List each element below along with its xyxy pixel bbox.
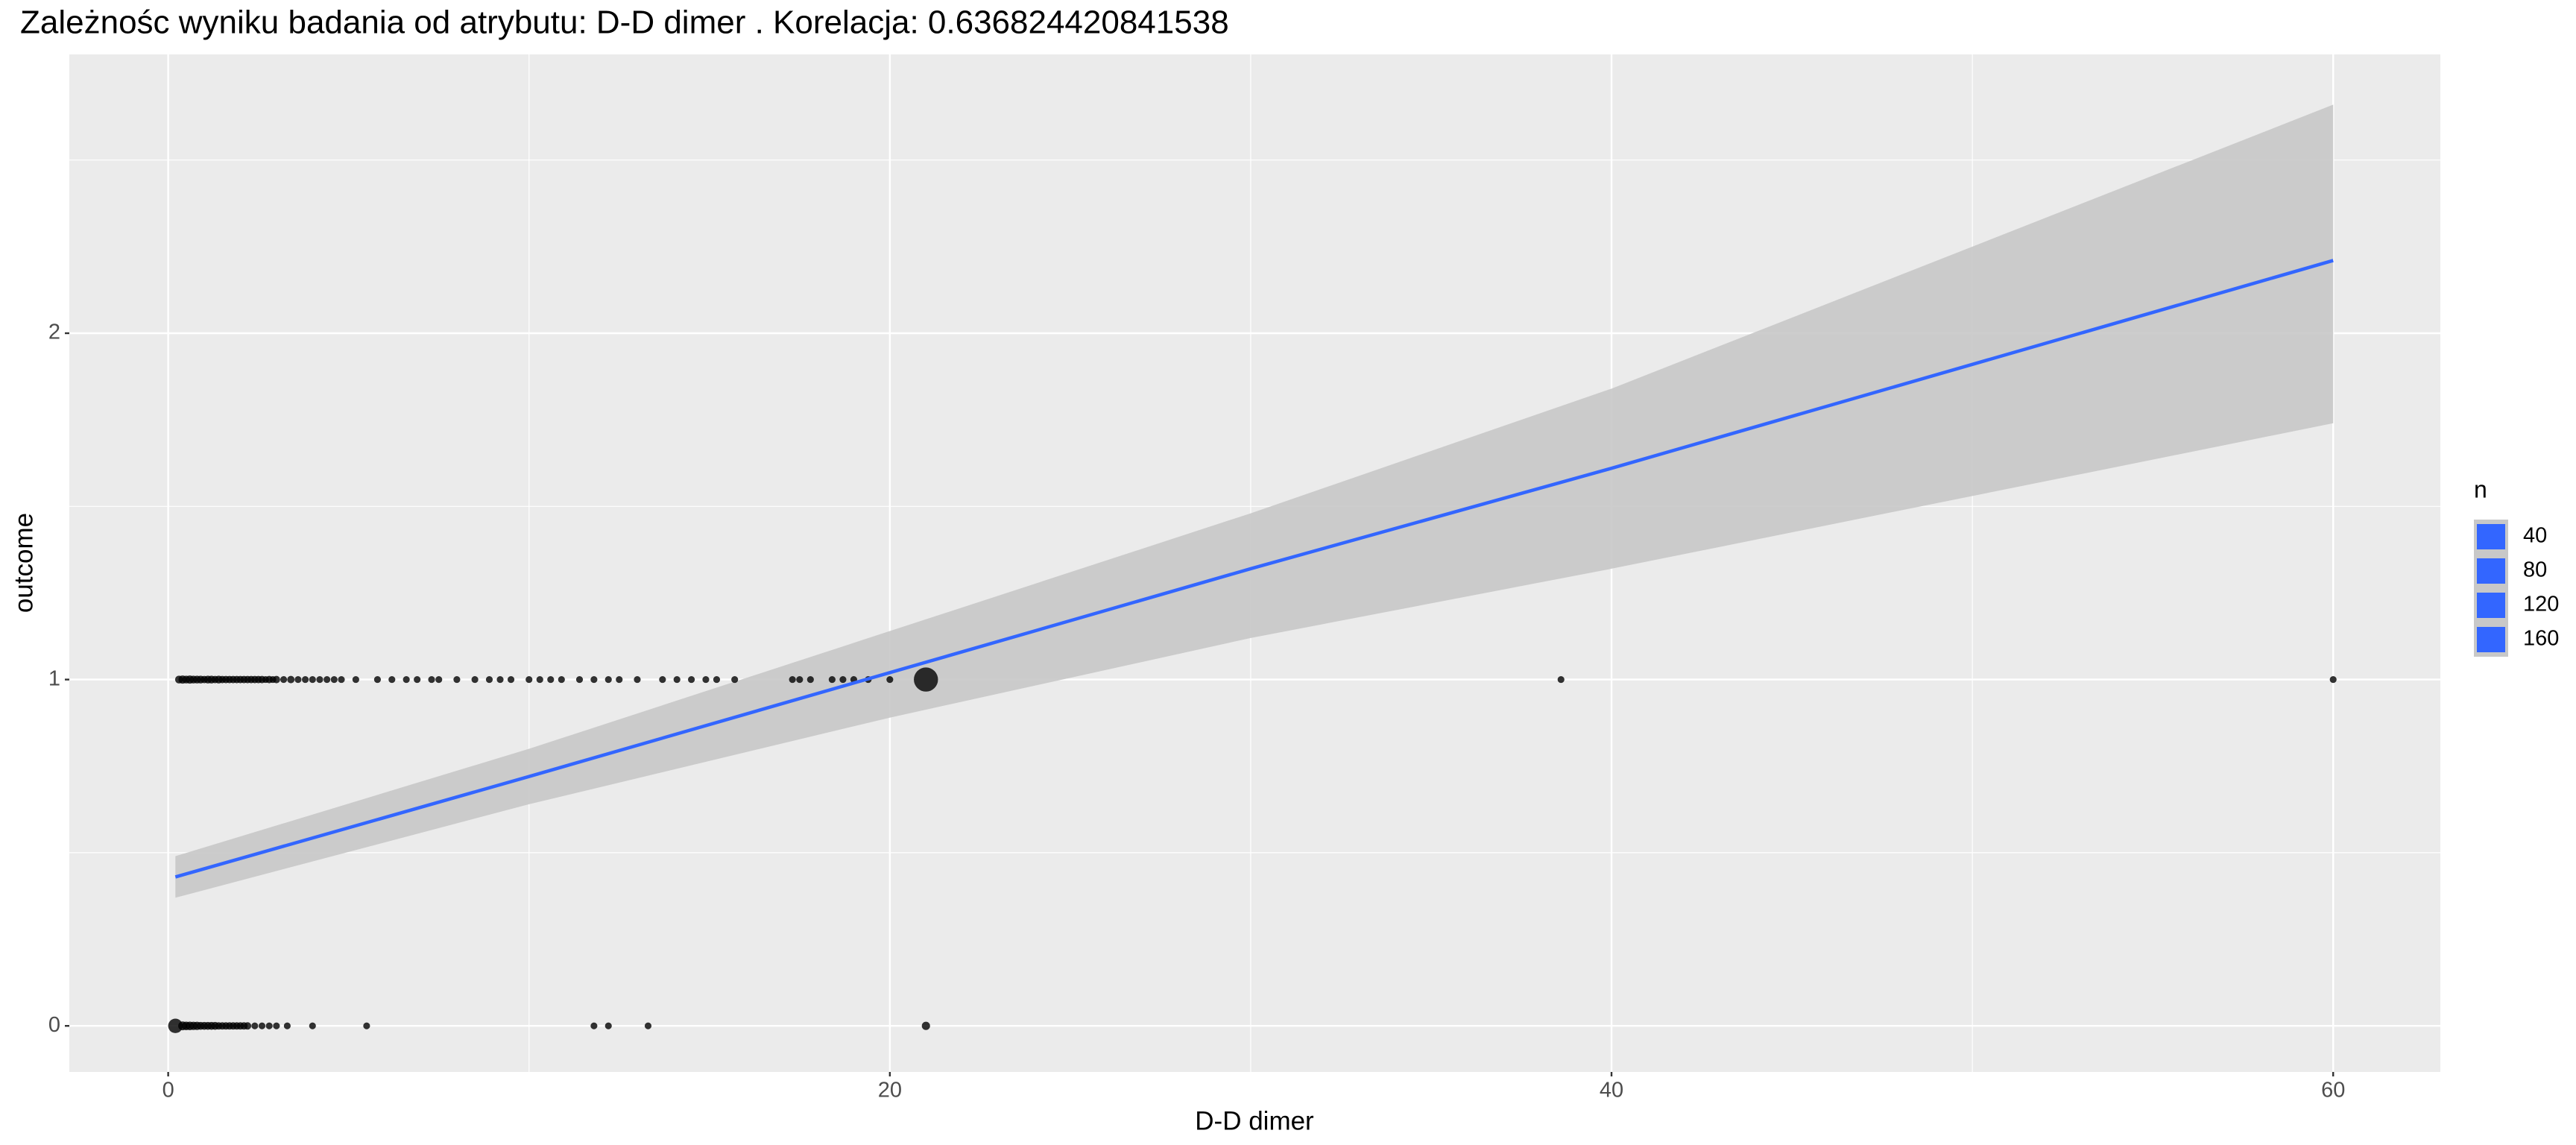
legend-key — [2477, 627, 2505, 652]
data-point — [525, 676, 533, 684]
legend-label: 120 — [2523, 593, 2559, 616]
legend-key — [2477, 593, 2505, 618]
data-point — [258, 1022, 266, 1029]
data-point — [302, 676, 309, 684]
legend-key — [2477, 558, 2505, 584]
data-point — [373, 676, 381, 684]
data-point — [287, 675, 295, 684]
data-point — [2329, 676, 2337, 684]
data-point — [280, 676, 288, 684]
data-point — [471, 676, 479, 684]
data-point — [604, 676, 612, 684]
data-point — [789, 676, 796, 684]
data-point — [507, 676, 515, 684]
data-point — [673, 676, 681, 684]
data-point — [168, 1018, 183, 1033]
data-point — [634, 676, 641, 684]
data-point — [316, 676, 323, 684]
plot-layer — [69, 54, 2440, 1072]
y-axis-label: outcome — [9, 513, 38, 613]
x-tick-label: 20 — [878, 1079, 902, 1103]
legend-title: n — [2474, 476, 2487, 502]
data-point — [294, 676, 302, 684]
data-point — [806, 676, 814, 684]
data-point — [338, 676, 345, 684]
data-point — [323, 676, 331, 684]
data-point — [547, 676, 555, 684]
chart-title: Zależnośc wyniku badania od atrybutu: D-… — [20, 4, 1229, 41]
data-point — [536, 676, 543, 684]
legend-key — [2477, 524, 2505, 549]
data-point — [363, 1022, 370, 1029]
x-tick-label: 60 — [2321, 1079, 2345, 1103]
data-point — [616, 676, 623, 684]
legend-label: 160 — [2523, 627, 2559, 651]
data-point — [309, 1022, 316, 1029]
data-point — [272, 675, 280, 684]
data-point — [388, 676, 396, 684]
data-point — [428, 676, 435, 684]
data-point — [265, 1022, 273, 1029]
data-point — [485, 676, 493, 684]
data-point — [886, 676, 894, 684]
data-point — [1557, 676, 1565, 684]
data-point — [402, 676, 410, 684]
x-axis-label: D-D dimer — [1195, 1106, 1314, 1135]
data-point — [659, 676, 666, 684]
legend-label: 80 — [2523, 558, 2547, 582]
data-point — [414, 676, 421, 684]
regression-line — [174, 259, 2334, 879]
data-point — [244, 1022, 252, 1030]
legend-label: 40 — [2523, 524, 2547, 548]
data-point — [435, 676, 443, 684]
data-point — [496, 676, 504, 684]
data-point — [688, 676, 695, 684]
data-point — [575, 676, 584, 684]
data-point — [828, 676, 836, 684]
confidence-band — [175, 104, 2334, 898]
x-tick-label: 40 — [1600, 1079, 1623, 1103]
x-tick-label: 0 — [162, 1079, 174, 1103]
data-point — [590, 1022, 598, 1029]
data-point — [251, 1022, 259, 1029]
data-point — [796, 676, 804, 684]
data-point — [914, 667, 938, 692]
data-point — [731, 676, 739, 684]
data-point — [309, 676, 316, 684]
data-point — [283, 1022, 291, 1029]
data-point — [839, 676, 847, 684]
data-point — [604, 1022, 612, 1029]
y-tick-label: 2 — [48, 321, 60, 344]
data-point — [453, 676, 461, 684]
data-point — [590, 676, 598, 684]
data-point — [702, 676, 710, 684]
data-point — [330, 676, 338, 684]
y-tick-label: 0 — [48, 1013, 60, 1037]
data-point — [352, 676, 359, 684]
data-point — [921, 1021, 930, 1030]
data-point — [713, 676, 721, 684]
data-point — [644, 1022, 652, 1029]
data-point — [273, 1022, 280, 1029]
data-point — [558, 676, 565, 684]
y-tick-label: 1 — [48, 666, 60, 690]
